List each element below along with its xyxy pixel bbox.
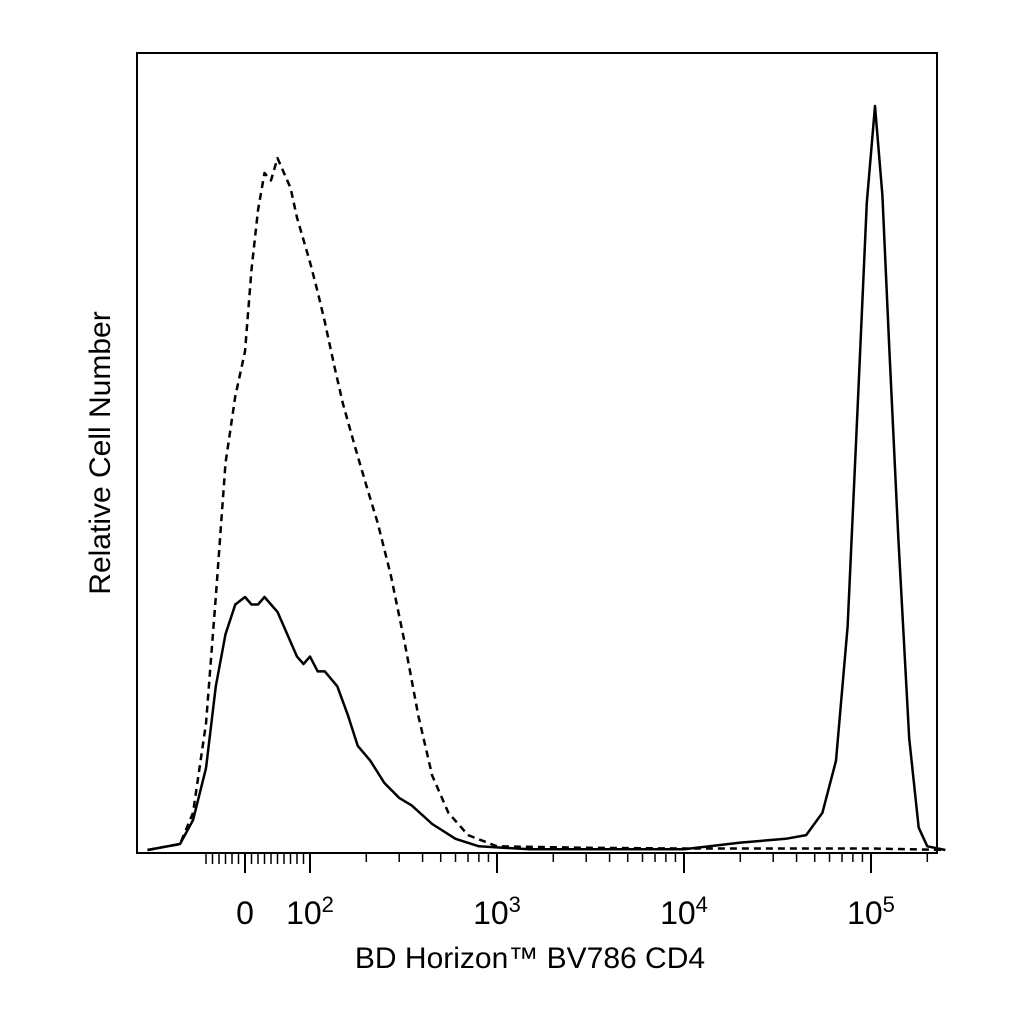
series-layer <box>147 104 946 852</box>
y-axis-label: Relative Cell Number <box>84 311 117 594</box>
x-tick-label-3: 104 <box>660 892 708 932</box>
series-solid-line <box>147 104 946 852</box>
x-tick-label-1: 102 <box>286 892 334 932</box>
x-axis-label: BD Horizon™ BV786 CD4 <box>355 942 705 975</box>
x-tick-label-2: 103 <box>473 892 521 932</box>
x-tick-label-0: 0 <box>236 895 254 931</box>
x-tick-labels: 0 102 103 104 105 <box>236 892 895 932</box>
plot-frame <box>136 52 938 854</box>
x-minor-ticks <box>205 853 929 864</box>
series-dashed-line <box>147 156 946 852</box>
x-major-ticks <box>244 853 872 873</box>
x-tick-label-4: 105 <box>847 892 895 932</box>
